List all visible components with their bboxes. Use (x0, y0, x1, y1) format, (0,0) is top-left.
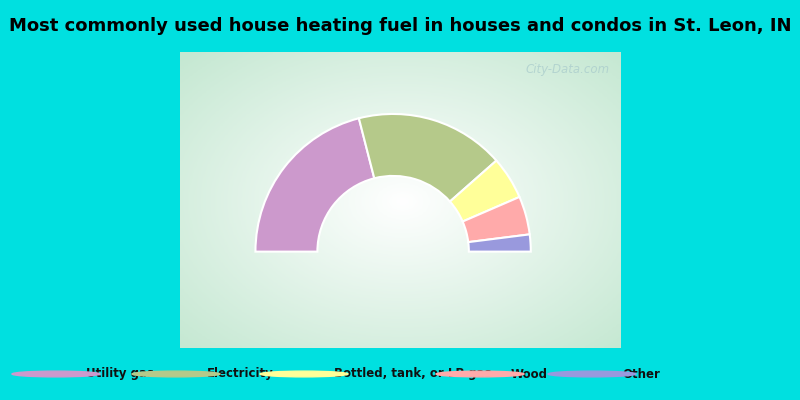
Text: Wood: Wood (510, 368, 547, 380)
Wedge shape (450, 160, 519, 222)
Text: Electricity: Electricity (206, 368, 273, 380)
Circle shape (260, 371, 348, 377)
Text: Most commonly used house heating fuel in houses and condos in St. Leon, IN: Most commonly used house heating fuel in… (9, 17, 791, 35)
Wedge shape (462, 197, 530, 242)
Circle shape (436, 371, 524, 377)
Text: Utility gas: Utility gas (86, 368, 154, 380)
Wedge shape (468, 234, 530, 252)
Text: City-Data.com: City-Data.com (525, 63, 610, 76)
Circle shape (132, 371, 220, 377)
Circle shape (12, 371, 100, 377)
Text: Bottled, tank, or LP gas: Bottled, tank, or LP gas (334, 368, 492, 380)
Wedge shape (255, 118, 374, 252)
Text: Other: Other (622, 368, 660, 380)
Circle shape (548, 371, 636, 377)
Wedge shape (359, 114, 496, 202)
